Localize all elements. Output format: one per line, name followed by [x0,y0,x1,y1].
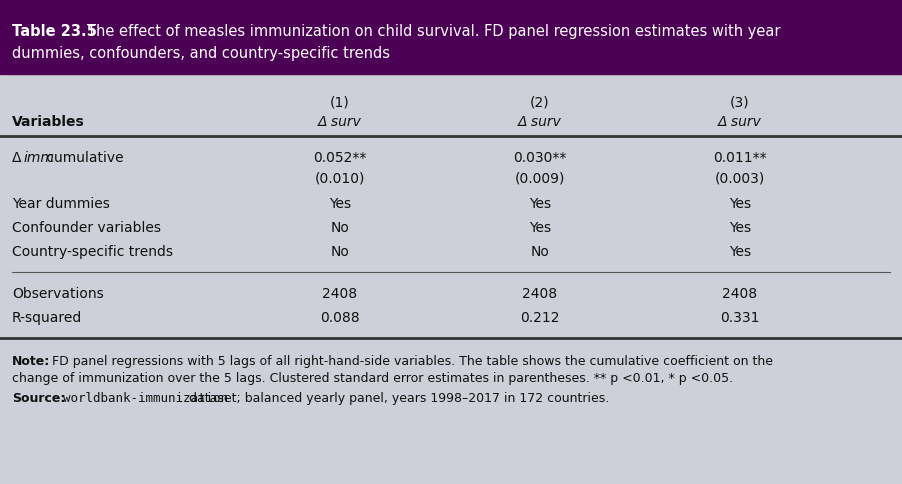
Text: Yes: Yes [529,221,551,235]
Text: Δ: Δ [12,151,22,165]
Text: cumulative: cumulative [42,151,124,165]
Text: (3): (3) [731,95,750,109]
Text: 0.088: 0.088 [320,310,360,324]
Text: 2408: 2408 [522,287,557,301]
Text: FD panel regressions with 5 lags of all right-hand-side variables. The table sho: FD panel regressions with 5 lags of all … [48,354,773,367]
Text: 0.212: 0.212 [520,310,560,324]
Text: 0.052**: 0.052** [313,151,367,165]
Text: (2): (2) [530,95,550,109]
Text: Δ surv: Δ surv [718,115,762,129]
Text: No: No [330,244,349,258]
Bar [0,0,902,75]
Text: Table 23.5: Table 23.5 [12,23,97,38]
Text: Δ surv: Δ surv [518,115,562,129]
Text: imm: imm [24,151,55,165]
Text: 2408: 2408 [723,287,758,301]
Text: 2408: 2408 [322,287,357,301]
Text: Yes: Yes [729,221,751,235]
Text: Yes: Yes [729,197,751,211]
Text: Confounder variables: Confounder variables [12,221,161,235]
Text: Observations: Observations [12,287,104,301]
Text: Yes: Yes [729,244,751,258]
Text: (0.003): (0.003) [715,171,765,184]
Text: Yes: Yes [529,197,551,211]
Text: Note:: Note: [12,354,51,367]
Text: (1): (1) [330,95,350,109]
Text: dummies, confounders, and country-specific trends: dummies, confounders, and country-specif… [12,45,390,60]
Text: Country-specific trends: Country-specific trends [12,244,173,258]
Text: The effect of measles immunization on child survival. FD panel regression estima: The effect of measles immunization on ch… [87,23,780,38]
Text: (0.009): (0.009) [515,171,566,184]
Text: (0.010): (0.010) [315,171,365,184]
Text: No: No [530,244,549,258]
Text: Variables: Variables [12,115,85,129]
Text: 0.030**: 0.030** [513,151,566,165]
Text: Δ surv: Δ surv [318,115,362,129]
Text: dataset; balanced yearly panel, years 1998–2017 in 172 countries.: dataset; balanced yearly panel, years 19… [185,391,610,404]
Text: change of immunization over the 5 lags. Clustered standard error estimates in pa: change of immunization over the 5 lags. … [12,371,733,384]
Text: Source:: Source: [12,391,65,404]
Text: No: No [330,221,349,235]
Text: 0.331: 0.331 [721,310,759,324]
Text: Yes: Yes [329,197,351,211]
Text: Year dummies: Year dummies [12,197,110,211]
Text: R-squared: R-squared [12,310,82,324]
Text: worldbank-immunization: worldbank-immunization [63,391,228,404]
Text: 0.011**: 0.011** [713,151,767,165]
